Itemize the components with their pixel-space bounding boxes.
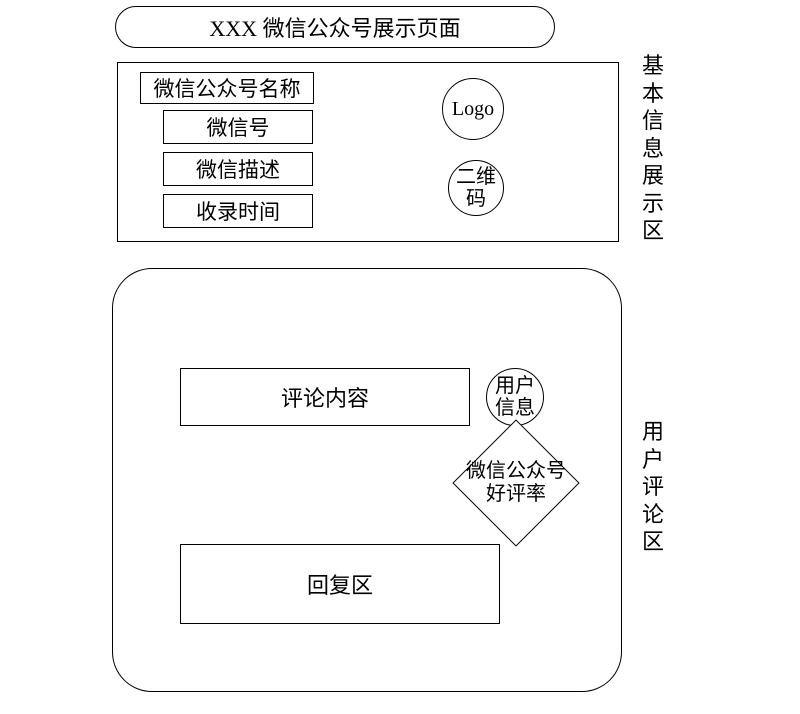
field-account-name: 微信公众号名称 xyxy=(140,72,314,104)
reply-box: 回复区 xyxy=(180,544,500,624)
basic-info-side-label: 基 本 信 息 展 示 区 xyxy=(642,52,664,245)
field-description: 微信描述 xyxy=(163,152,313,186)
diagram-root: XXX 微信公众号展示页面 基 本 信 息 展 示 区 微信公众号名称 微信号 … xyxy=(0,0,800,714)
comment-content-box: 评论内容 xyxy=(180,368,470,426)
page-title: XXX 微信公众号展示页面 xyxy=(209,11,460,43)
qrcode-circle: 二维码 xyxy=(448,160,504,216)
field-wechat-id-label: 微信号 xyxy=(207,112,270,142)
qrcode-circle-label: 二维码 xyxy=(456,166,496,210)
user-info-circle: 用户信息 xyxy=(486,368,544,426)
field-wechat-id: 微信号 xyxy=(163,110,313,144)
comment-content-label: 评论内容 xyxy=(281,381,369,413)
reply-box-label: 回复区 xyxy=(307,568,373,600)
user-info-label: 用户信息 xyxy=(495,375,535,419)
field-record-time: 收录时间 xyxy=(163,194,313,228)
field-description-label: 微信描述 xyxy=(196,154,280,184)
logo-circle-label: Logo xyxy=(452,98,494,120)
page-title-capsule: XXX 微信公众号展示页面 xyxy=(115,6,555,48)
rating-diamond: 微信公众号 好评率 xyxy=(471,438,561,528)
field-account-name-label: 微信公众号名称 xyxy=(154,73,301,103)
field-record-time-label: 收录时间 xyxy=(196,196,280,226)
logo-circle: Logo xyxy=(442,78,504,140)
rating-diamond-label: 微信公众号 好评率 xyxy=(466,460,566,506)
comments-side-label: 用 户 评 论 区 xyxy=(642,418,664,556)
